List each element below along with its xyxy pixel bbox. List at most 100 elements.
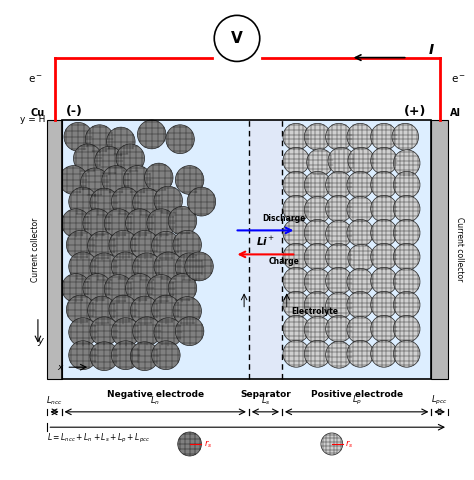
Circle shape — [321, 433, 343, 455]
Circle shape — [326, 220, 352, 247]
Circle shape — [66, 295, 95, 324]
Circle shape — [69, 252, 97, 281]
Circle shape — [175, 166, 204, 194]
Circle shape — [178, 432, 201, 456]
Text: Electrolyte: Electrolyte — [292, 307, 338, 316]
Circle shape — [283, 267, 310, 294]
Circle shape — [73, 144, 102, 173]
Circle shape — [102, 166, 130, 194]
Circle shape — [111, 318, 140, 347]
Text: I: I — [429, 43, 434, 58]
Circle shape — [371, 243, 397, 270]
Circle shape — [304, 171, 331, 198]
Circle shape — [348, 244, 374, 271]
Text: Positive electrode: Positive electrode — [310, 390, 403, 399]
Circle shape — [304, 196, 331, 223]
Bar — [431, 120, 448, 379]
Circle shape — [168, 274, 197, 302]
Circle shape — [62, 274, 90, 302]
Circle shape — [152, 341, 180, 370]
Circle shape — [304, 219, 331, 246]
Text: Separator: Separator — [240, 390, 291, 399]
Text: Charge: Charge — [269, 257, 300, 266]
Circle shape — [393, 171, 420, 198]
Circle shape — [283, 195, 310, 222]
Circle shape — [393, 291, 420, 318]
Circle shape — [393, 268, 420, 295]
Circle shape — [347, 196, 374, 223]
Circle shape — [107, 127, 135, 156]
Circle shape — [283, 147, 310, 174]
Circle shape — [304, 291, 331, 318]
Circle shape — [347, 219, 374, 246]
Circle shape — [393, 315, 420, 342]
Circle shape — [111, 252, 140, 281]
Circle shape — [371, 315, 397, 342]
Circle shape — [90, 317, 118, 346]
Circle shape — [214, 15, 260, 61]
Circle shape — [111, 187, 140, 216]
Circle shape — [326, 341, 352, 368]
Circle shape — [83, 209, 111, 238]
Circle shape — [88, 296, 116, 325]
Circle shape — [187, 187, 216, 216]
Circle shape — [64, 122, 92, 151]
Text: Discharge: Discharge — [263, 214, 306, 223]
Circle shape — [95, 146, 123, 175]
Circle shape — [154, 318, 182, 347]
Text: x: x — [57, 363, 63, 372]
Circle shape — [83, 274, 111, 302]
Circle shape — [283, 123, 310, 150]
Circle shape — [147, 275, 175, 303]
Circle shape — [69, 341, 97, 370]
Text: $L_p$: $L_p$ — [352, 394, 362, 407]
Circle shape — [81, 168, 109, 197]
Circle shape — [393, 150, 420, 177]
Circle shape — [371, 267, 397, 294]
Bar — [62, 120, 431, 379]
Text: $L = L_{ncc} + L_n + L_s + L_p + L_{pcc}$: $L = L_{ncc} + L_n + L_s + L_p + L_{pcc}… — [47, 432, 151, 445]
Circle shape — [166, 125, 194, 154]
Circle shape — [326, 123, 352, 150]
Circle shape — [307, 149, 333, 176]
Circle shape — [283, 291, 310, 318]
Circle shape — [90, 342, 118, 371]
Bar — [47, 120, 62, 379]
Circle shape — [326, 243, 352, 270]
Circle shape — [123, 166, 152, 194]
Circle shape — [126, 274, 154, 302]
Circle shape — [371, 340, 397, 367]
Circle shape — [371, 195, 397, 222]
Text: y = H: y = H — [19, 116, 45, 124]
Circle shape — [88, 231, 116, 260]
Text: Li$^+$: Li$^+$ — [256, 235, 275, 248]
Circle shape — [90, 253, 118, 282]
Circle shape — [347, 268, 374, 295]
Circle shape — [283, 315, 310, 342]
Circle shape — [304, 340, 331, 367]
Text: Current collector: Current collector — [31, 217, 40, 282]
Circle shape — [347, 171, 374, 198]
Circle shape — [145, 163, 173, 192]
Circle shape — [371, 219, 397, 246]
Circle shape — [326, 195, 352, 222]
Circle shape — [152, 231, 180, 260]
Circle shape — [326, 315, 352, 342]
Circle shape — [348, 147, 374, 174]
Circle shape — [90, 188, 118, 217]
Circle shape — [283, 219, 310, 246]
Text: e$^-$: e$^-$ — [28, 74, 43, 84]
Circle shape — [283, 243, 310, 270]
Circle shape — [283, 340, 310, 367]
Text: $L_n$: $L_n$ — [150, 395, 160, 407]
Text: $r_s$: $r_s$ — [204, 438, 212, 450]
Circle shape — [85, 125, 114, 154]
Circle shape — [347, 340, 374, 367]
Text: y: y — [37, 336, 43, 346]
Circle shape — [304, 123, 331, 150]
Bar — [249, 120, 282, 379]
Circle shape — [326, 171, 352, 198]
Circle shape — [328, 147, 355, 174]
Text: $L_s$: $L_s$ — [261, 395, 270, 407]
Circle shape — [304, 268, 331, 295]
